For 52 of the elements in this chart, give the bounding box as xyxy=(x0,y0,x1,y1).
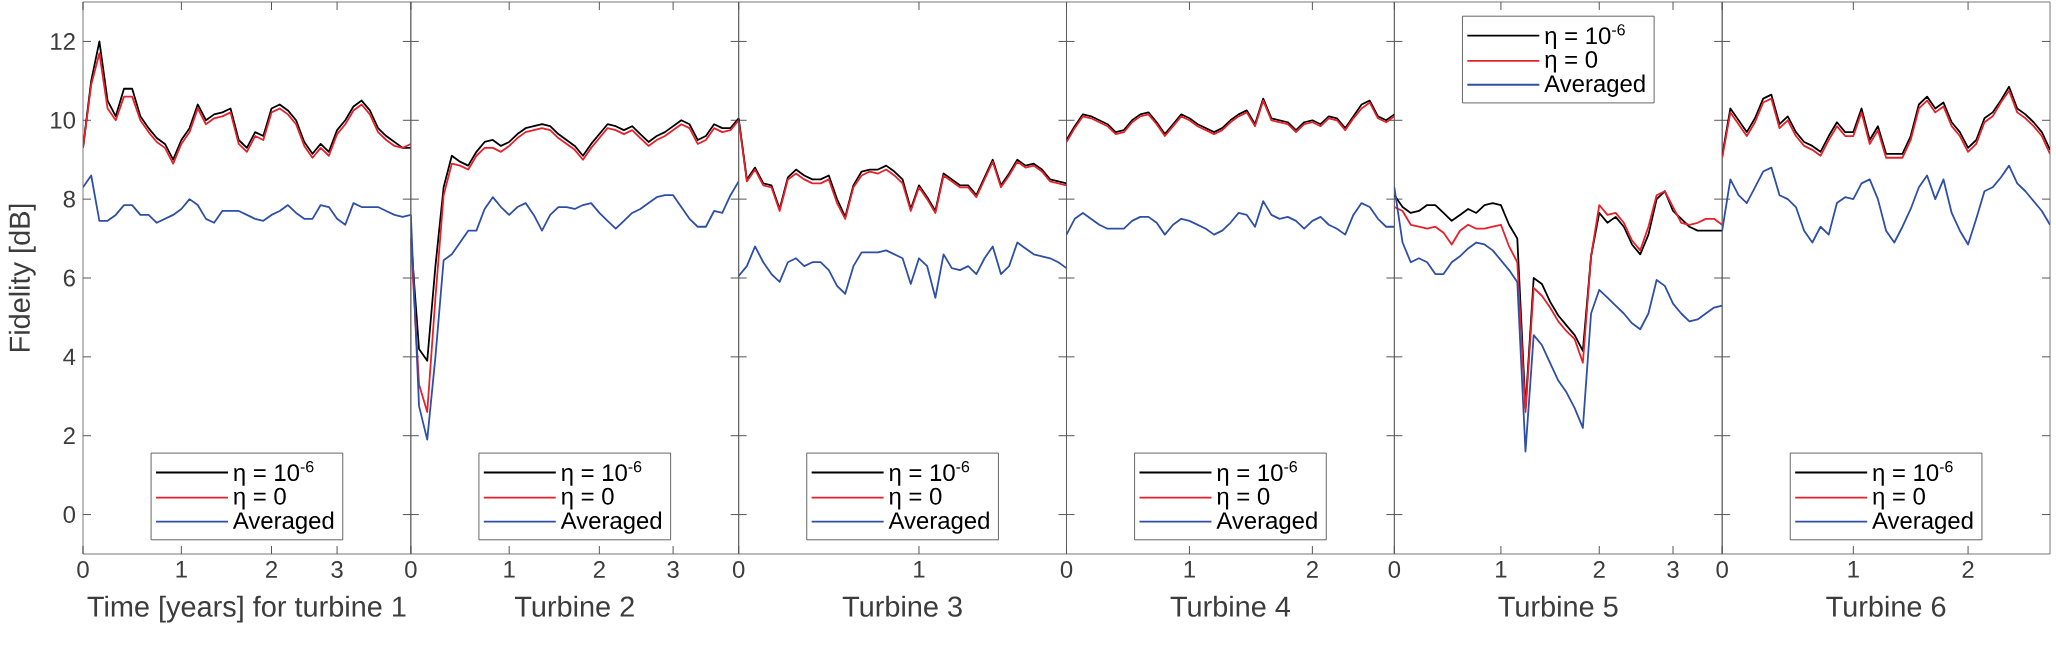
x-tick-label: 2 xyxy=(1306,561,1318,578)
legend-label: η = 0 xyxy=(1873,487,1925,510)
x-tick-label: 2 xyxy=(1593,561,1605,578)
x-tick-label: 2 xyxy=(593,561,605,578)
y-tick-label: 10 xyxy=(51,111,76,129)
x-tick-label: 2 xyxy=(266,561,277,578)
legend-label: η = 0 xyxy=(1545,50,1598,73)
x-axis-title: Turbine 2 xyxy=(514,595,634,617)
y-tick-label: 0 xyxy=(63,506,76,524)
x-tick-label: 2 xyxy=(1962,561,1974,578)
x-tick-label: 1 xyxy=(1184,561,1195,578)
x-tick-label: 1 xyxy=(1496,561,1507,578)
x-axis-title: Turbine 5 xyxy=(1498,595,1618,617)
x-axis-title: Turbine 3 xyxy=(842,595,962,617)
y-axis-title: Fidelity [dB] xyxy=(8,204,36,352)
legend-label: η = 10$^{-6}$ xyxy=(1873,461,1953,486)
y-tick-label: 4 xyxy=(63,348,76,366)
y-tick-label: 6 xyxy=(63,269,75,287)
y-tick-label: 2 xyxy=(63,427,75,445)
legend-label: η = 10$^{-6}$ xyxy=(234,461,314,486)
legend-label: η = 10$^{-6}$ xyxy=(1217,461,1297,486)
legend-label: η = 0 xyxy=(1217,487,1270,510)
x-tick-label: 3 xyxy=(331,561,343,578)
x-tick-label: 0 xyxy=(77,561,89,578)
x-axis-title: Turbine 6 xyxy=(1826,595,1946,617)
legend-label: Averaged xyxy=(1872,511,1973,534)
legend-label: Averaged xyxy=(560,511,662,534)
legend-label: η = 0 xyxy=(234,487,286,510)
legend-label: η = 10$^{-6}$ xyxy=(1545,24,1625,49)
y-tick-label: 8 xyxy=(63,190,75,208)
x-tick-label: 1 xyxy=(176,561,187,578)
x-tick-label: 3 xyxy=(1667,561,1679,578)
legend-label: Averaged xyxy=(1216,511,1317,534)
legend-label: Averaged xyxy=(232,511,334,534)
x-tick-label: 0 xyxy=(732,561,745,578)
x-tick-label: 0 xyxy=(1716,561,1728,578)
x-tick-label: 1 xyxy=(914,561,925,578)
legend-label: η = 10$^{-6}$ xyxy=(889,461,970,486)
legend-label: η = 10$^{-6}$ xyxy=(561,461,642,486)
x-tick-label: 3 xyxy=(667,561,679,578)
x-tick-label: 0 xyxy=(1060,561,1073,578)
legend-label: η = 0 xyxy=(561,487,614,510)
x-axis-title: Turbine 4 xyxy=(1170,595,1291,617)
x-axis-title: Time [years] for turbine 1 xyxy=(87,595,406,623)
x-tick-label: 0 xyxy=(405,561,417,578)
legend-label: Averaged xyxy=(888,511,989,534)
legend-label: η = 0 xyxy=(889,487,942,510)
x-tick-label: 1 xyxy=(1848,561,1859,578)
legend-label: Averaged xyxy=(1544,74,1645,97)
x-tick-label: 1 xyxy=(504,561,515,578)
x-tick-label: 0 xyxy=(1388,561,1401,578)
y-tick-label: 12 xyxy=(51,33,75,50)
